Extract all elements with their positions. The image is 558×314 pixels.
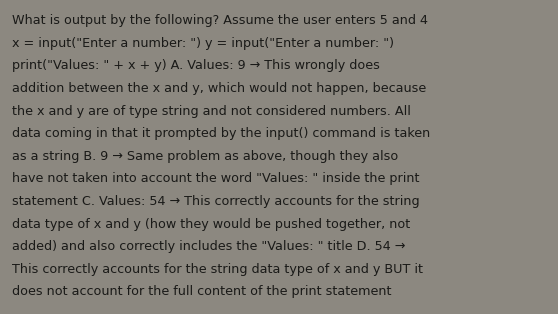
Text: What is output by the following? Assume the user enters 5 and 4: What is output by the following? Assume … bbox=[12, 14, 429, 27]
Text: statement C. Values: 54 → This correctly accounts for the string: statement C. Values: 54 → This correctly… bbox=[12, 195, 420, 208]
Text: added) and also correctly includes the "Values: " title D. 54 →: added) and also correctly includes the "… bbox=[12, 240, 406, 253]
Text: the x and y are of type string and not considered numbers. All: the x and y are of type string and not c… bbox=[12, 105, 411, 117]
Text: does not account for the full content of the print statement: does not account for the full content of… bbox=[12, 285, 392, 298]
Text: addition between the x and y, which would not happen, because: addition between the x and y, which woul… bbox=[12, 82, 426, 95]
Text: x = input("Enter a number: ") y = input("Enter a number: "): x = input("Enter a number: ") y = input(… bbox=[12, 37, 395, 50]
Text: as a string B. 9 → Same problem as above, though they also: as a string B. 9 → Same problem as above… bbox=[12, 150, 398, 163]
Text: data type of x and y (how they would be pushed together, not: data type of x and y (how they would be … bbox=[12, 218, 411, 230]
Text: print("Values: " + x + y) A. Values: 9 → This wrongly does: print("Values: " + x + y) A. Values: 9 →… bbox=[12, 59, 380, 72]
Text: have not taken into account the word "Values: " inside the print: have not taken into account the word "Va… bbox=[12, 172, 420, 185]
Text: data coming in that it prompted by the input() command is taken: data coming in that it prompted by the i… bbox=[12, 127, 431, 140]
Text: This correctly accounts for the string data type of x and y BUT it: This correctly accounts for the string d… bbox=[12, 263, 424, 276]
